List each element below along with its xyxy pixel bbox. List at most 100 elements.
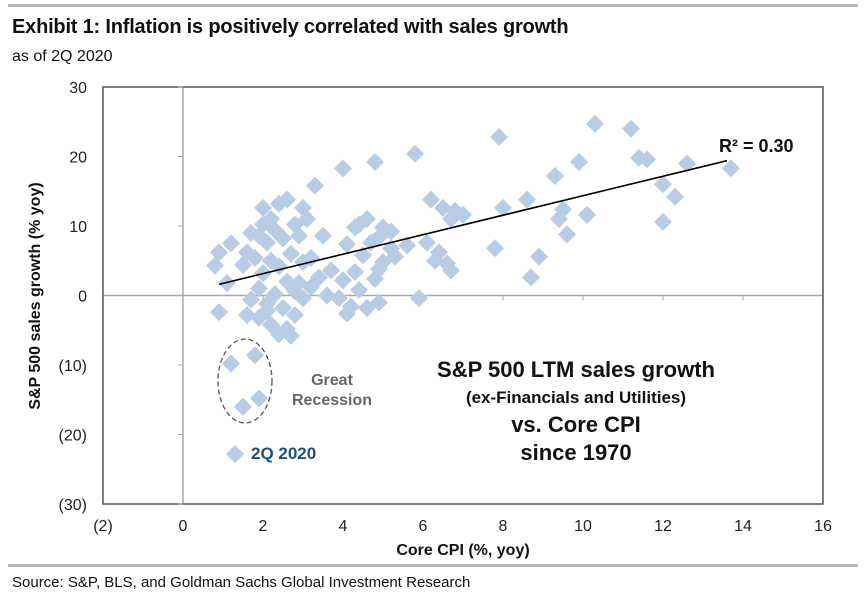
data-point	[586, 114, 604, 133]
y-tick-label: 0	[78, 289, 87, 306]
data-point	[554, 200, 572, 219]
data-point	[318, 286, 336, 305]
data-point	[282, 326, 300, 345]
data-point	[206, 256, 224, 275]
data-point	[422, 190, 440, 209]
data-point	[290, 226, 308, 245]
x-tick-label: 4	[339, 518, 348, 535]
top-rule	[8, 4, 858, 7]
great-recession-circle	[217, 338, 273, 424]
data-point	[666, 187, 684, 206]
data-point	[346, 262, 364, 281]
plot-frame	[102, 86, 824, 505]
data-point	[306, 176, 324, 195]
data-point	[302, 278, 320, 297]
data-point	[350, 280, 368, 299]
data-point	[530, 247, 548, 266]
data-point	[518, 190, 536, 209]
data-point	[494, 198, 512, 217]
data-point	[294, 289, 312, 308]
great-recession-label-line1: Great	[311, 372, 353, 389]
data-point	[330, 289, 348, 308]
data-point	[638, 150, 656, 169]
x-tick-label: 2	[259, 518, 268, 535]
data-point	[322, 261, 340, 280]
data-point	[286, 305, 304, 324]
x-tick-label: 6	[419, 518, 428, 535]
data-point	[250, 279, 268, 298]
data-point	[570, 153, 588, 172]
x-axis-title: Core CPI (%, yoy)	[396, 542, 529, 559]
y-axis-title: S&P 500 sales growth (% yoy)	[27, 182, 44, 409]
data-point	[370, 293, 388, 312]
x-tick-label: 8	[499, 518, 508, 535]
annotation-line-2: (ex-Financials and Utilities)	[466, 388, 686, 407]
data-point	[210, 243, 228, 262]
data-point	[410, 289, 428, 308]
data-point	[418, 233, 436, 252]
data-point	[442, 210, 460, 229]
x-tick-label: 10	[574, 518, 592, 535]
data-point	[274, 299, 292, 318]
data-point	[334, 271, 352, 290]
data-point	[350, 215, 368, 234]
data-point	[334, 159, 352, 178]
trendline	[218, 159, 728, 286]
data-point	[314, 226, 332, 245]
data-point	[270, 325, 288, 344]
data-point	[434, 198, 452, 217]
x-tick-label: 14	[734, 518, 752, 535]
data-point	[386, 247, 404, 266]
y-tick-label: (30)	[59, 497, 87, 514]
annotation-line-3: vs. Core CPI	[511, 412, 641, 437]
recession-data-point	[234, 397, 252, 416]
data-point	[338, 304, 356, 323]
data-point	[294, 198, 312, 217]
chart-subtitle: as of 2Q 2020	[12, 48, 113, 65]
data-point	[654, 175, 672, 194]
data-point	[238, 305, 256, 324]
recession-data-point	[222, 354, 240, 373]
data-point	[382, 222, 400, 241]
data-point	[338, 235, 356, 254]
data-point	[370, 260, 388, 279]
y-tick-label: (20)	[59, 428, 87, 445]
axes-layer: 30 20 10 0 (10) (20) (30) (2) 0 2 4 6 8 10 12 14 16	[59, 80, 832, 535]
source-note: Source: S&P, BLS, and Goldman Sachs Glob…	[12, 574, 471, 591]
data-point	[426, 251, 444, 270]
recession-data-point	[250, 389, 268, 408]
annotation-line-1: S&P 500 LTM sales growth	[437, 357, 715, 382]
data-point	[398, 236, 416, 255]
data-point	[234, 255, 252, 274]
data-point	[274, 229, 292, 248]
y-tick-label: 20	[69, 150, 87, 167]
x-tick-label: 12	[654, 518, 672, 535]
data-point	[222, 234, 240, 253]
bottom-rule	[8, 564, 858, 567]
data-point	[242, 223, 260, 242]
r-squared-label: R² = 0.30	[719, 136, 794, 156]
data-point	[722, 159, 740, 178]
data-point	[678, 154, 696, 173]
x-tick-label: 16	[814, 518, 832, 535]
overlay-layer	[217, 159, 728, 424]
data-point	[486, 239, 504, 258]
data-point	[406, 144, 424, 163]
data-point	[258, 301, 276, 320]
data-point	[366, 153, 384, 172]
points-layer	[206, 114, 740, 463]
y-tick-label: (10)	[59, 358, 87, 375]
data-point	[210, 303, 228, 322]
data-point	[258, 233, 276, 252]
annotation-line-4: since 1970	[520, 440, 631, 465]
great-recession-label-line2: Recession	[292, 392, 372, 409]
legend-2q-2020-marker	[226, 444, 244, 463]
x-tick-label: (2)	[93, 518, 113, 535]
y-tick-label: 10	[69, 219, 87, 236]
data-point	[254, 198, 272, 217]
data-point	[490, 128, 508, 147]
data-point	[546, 166, 564, 185]
recession-data-point	[246, 346, 264, 365]
data-point	[558, 225, 576, 244]
